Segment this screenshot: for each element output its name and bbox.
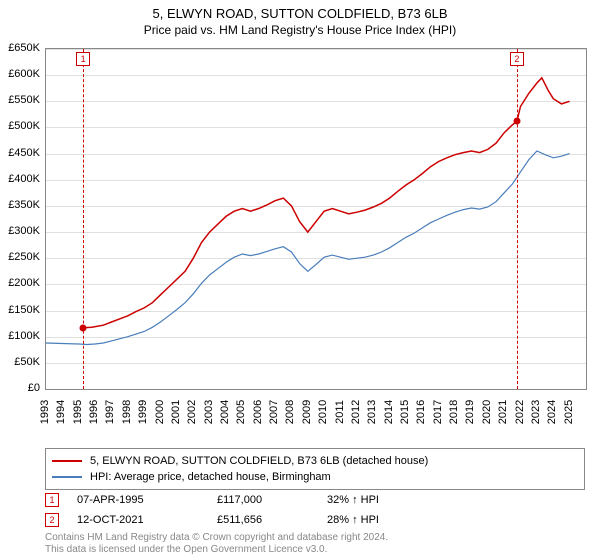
y-tick-label: £650K — [8, 42, 40, 54]
x-tick-label: 2016 — [415, 400, 427, 424]
x-tick-label: 2006 — [252, 400, 264, 424]
footer-line-1: Contains HM Land Registry data © Crown c… — [45, 532, 388, 544]
x-tick-label: 2008 — [284, 400, 296, 424]
y-tick-label: £350K — [8, 199, 40, 211]
x-tick-label: 2018 — [448, 400, 460, 424]
x-tick-label: 2011 — [334, 400, 346, 424]
transaction-marker: 1 — [45, 493, 59, 507]
series-line-hpi — [46, 151, 570, 345]
x-tick-label: 2003 — [203, 400, 215, 424]
x-tick-label: 2004 — [219, 400, 231, 424]
marker-vline — [83, 49, 84, 389]
x-tick-label: 2002 — [186, 400, 198, 424]
x-tick-label: 2024 — [546, 400, 558, 424]
transaction-diff: 28% ↑ HPI — [327, 514, 447, 526]
data-point-dot — [80, 324, 87, 331]
x-tick-label: 2001 — [170, 400, 182, 424]
x-tick-label: 1996 — [88, 400, 100, 424]
footer-attribution: Contains HM Land Registry data © Crown c… — [45, 532, 388, 556]
x-tick-label: 1999 — [137, 400, 149, 424]
y-tick-label: £450K — [8, 147, 40, 159]
x-tick-label: 2007 — [268, 400, 280, 424]
x-tick-label: 1998 — [121, 400, 133, 424]
line-series-svg — [46, 49, 586, 389]
legend-label-2: HPI: Average price, detached house, Birm… — [90, 471, 331, 483]
transaction-date: 12-OCT-2021 — [77, 514, 217, 526]
x-tick-label: 2000 — [154, 400, 166, 424]
y-tick-label: £500K — [8, 120, 40, 132]
x-tick-label: 2012 — [350, 400, 362, 424]
x-tick-label: 1993 — [39, 400, 51, 424]
transaction-marker: 2 — [45, 513, 59, 527]
x-tick-label: 2019 — [464, 400, 476, 424]
x-tick-label: 2020 — [481, 400, 493, 424]
marker-box: 1 — [76, 52, 90, 66]
x-tick-label: 1995 — [72, 400, 84, 424]
y-tick-label: £600K — [8, 68, 40, 80]
x-tick-label: 2023 — [530, 400, 542, 424]
x-tick-label: 2010 — [317, 400, 329, 424]
legend-label-1: 5, ELWYN ROAD, SUTTON COLDFIELD, B73 6LB… — [90, 455, 428, 467]
plot-region: 12 — [45, 48, 587, 390]
legend-swatch-2 — [52, 476, 82, 478]
x-tick-label: 2009 — [301, 400, 313, 424]
transaction-date: 07-APR-1995 — [77, 494, 217, 506]
y-tick-label: £400K — [8, 173, 40, 185]
footer-line-2: This data is licensed under the Open Gov… — [45, 544, 388, 556]
legend-row-1: 5, ELWYN ROAD, SUTTON COLDFIELD, B73 6LB… — [52, 453, 578, 469]
y-tick-label: £300K — [8, 225, 40, 237]
chart-area: 12 £0£50K£100K£150K£200K£250K£300K£350K£… — [45, 48, 585, 418]
transaction-row: 2 12-OCT-2021£511,65628% ↑ HPI — [45, 510, 585, 530]
data-point-dot — [513, 118, 520, 125]
legend-row-2: HPI: Average price, detached house, Birm… — [52, 469, 578, 485]
marker-vline — [517, 49, 518, 389]
chart-container: 5, ELWYN ROAD, SUTTON COLDFIELD, B73 6LB… — [0, 0, 600, 560]
legend-box: 5, ELWYN ROAD, SUTTON COLDFIELD, B73 6LB… — [45, 448, 585, 490]
x-tick-label: 2021 — [497, 400, 509, 424]
x-tick-label: 2013 — [366, 400, 378, 424]
y-tick-label: £200K — [8, 277, 40, 289]
y-tick-label: £0 — [28, 382, 40, 394]
transaction-price: £117,000 — [217, 494, 327, 506]
chart-subtitle: Price paid vs. HM Land Registry's House … — [0, 21, 600, 37]
x-tick-label: 2022 — [514, 400, 526, 424]
marker-box: 2 — [510, 52, 524, 66]
x-tick-label: 2015 — [399, 400, 411, 424]
transaction-row: 1 07-APR-1995£117,00032% ↑ HPI — [45, 490, 585, 510]
x-tick-label: 2025 — [563, 400, 575, 424]
series-line-price_paid — [83, 78, 569, 328]
x-tick-label: 1997 — [104, 400, 116, 424]
transaction-diff: 32% ↑ HPI — [327, 494, 447, 506]
chart-title: 5, ELWYN ROAD, SUTTON COLDFIELD, B73 6LB — [0, 0, 600, 21]
y-tick-label: £550K — [8, 94, 40, 106]
y-tick-label: £50K — [14, 356, 40, 368]
x-tick-label: 1994 — [55, 400, 67, 424]
x-tick-label: 2005 — [235, 400, 247, 424]
y-tick-label: £250K — [8, 251, 40, 263]
y-tick-label: £100K — [8, 330, 40, 342]
transaction-table: 1 07-APR-1995£117,00032% ↑ HPI 2 12-OCT-202… — [45, 490, 585, 530]
x-tick-label: 2017 — [432, 400, 444, 424]
transaction-price: £511,656 — [217, 514, 327, 526]
y-tick-label: £150K — [8, 304, 40, 316]
x-tick-label: 2014 — [383, 400, 395, 424]
legend-swatch-1 — [52, 460, 82, 462]
